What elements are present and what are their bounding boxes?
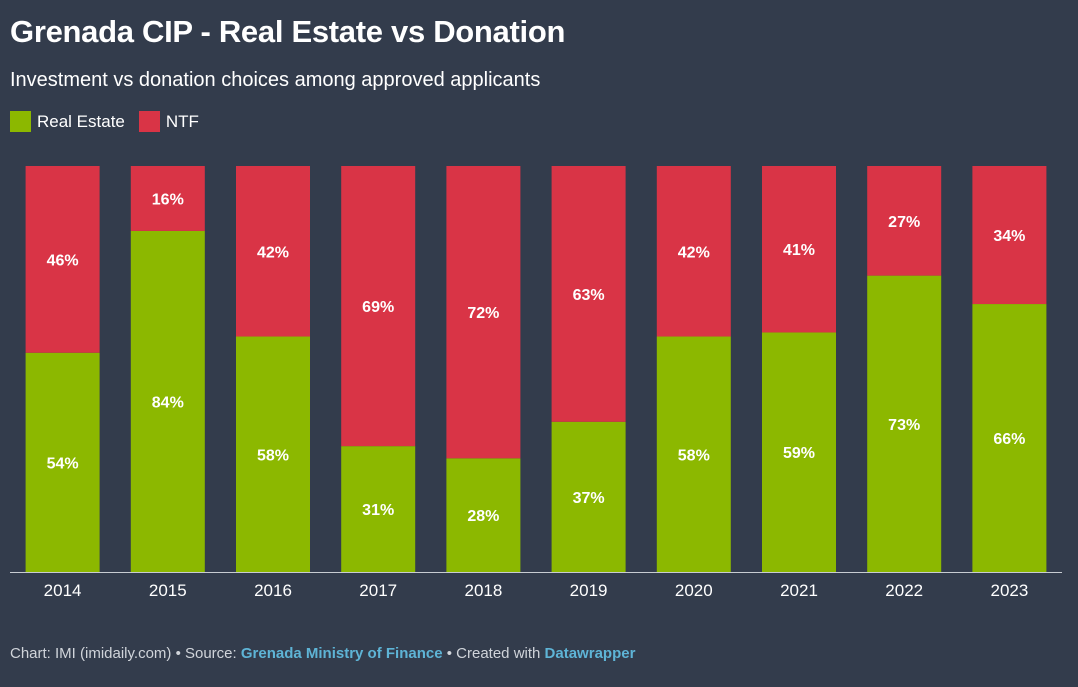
bar-segment-ntf-2019 bbox=[551, 166, 626, 422]
data-label-ntf-2015: 16% bbox=[152, 191, 184, 208]
data-label-real-estate-2023: 66% bbox=[993, 431, 1025, 448]
bar-segment-ntf-2022 bbox=[867, 166, 942, 276]
data-label-ntf-2016: 42% bbox=[257, 244, 289, 261]
bar-segment-ntf-2016 bbox=[236, 166, 310, 337]
legend: Real Estate NTF bbox=[10, 111, 213, 132]
bar-segment-real-estate-2016 bbox=[236, 336, 310, 572]
bar-segment-real-estate-2022 bbox=[867, 275, 942, 572]
x-tick-label-2015: 2015 bbox=[149, 581, 187, 600]
x-tick-label-2019: 2019 bbox=[570, 581, 608, 600]
legend-label-ntf: NTF bbox=[165, 111, 199, 131]
footer-created-with: • Created with bbox=[442, 645, 545, 662]
bar-segment-ntf-2017 bbox=[341, 166, 416, 447]
data-label-ntf-2014: 46% bbox=[47, 252, 79, 269]
bar-segment-real-estate-2023 bbox=[972, 304, 1047, 572]
chart-footer: Chart: IMI (imidaily.com) • Source: Gren… bbox=[10, 645, 635, 662]
data-label-ntf-2021: 41% bbox=[783, 242, 815, 259]
x-tick-label-2017: 2017 bbox=[359, 581, 397, 600]
bar-segment-ntf-2018 bbox=[446, 166, 521, 459]
bar-segment-ntf-2020 bbox=[656, 166, 731, 337]
data-label-ntf-2020: 42% bbox=[678, 244, 710, 261]
data-label-real-estate-2016: 58% bbox=[257, 447, 289, 464]
data-label-ntf-2023: 34% bbox=[993, 228, 1025, 245]
bar-segment-ntf-2015 bbox=[130, 166, 205, 231]
data-label-real-estate-2015: 84% bbox=[152, 394, 184, 411]
data-label-real-estate-2021: 59% bbox=[783, 445, 815, 462]
bar-segment-real-estate-2020 bbox=[656, 336, 731, 572]
x-tick-label-2018: 2018 bbox=[464, 581, 502, 600]
legend-item-ntf: NTF bbox=[138, 111, 199, 132]
bar-segment-real-estate-2017 bbox=[341, 446, 416, 572]
data-label-real-estate-2022: 73% bbox=[888, 417, 920, 434]
x-tick-label-2023: 2023 bbox=[990, 581, 1028, 600]
x-tick-label-2014: 2014 bbox=[44, 581, 82, 600]
data-label-real-estate-2020: 58% bbox=[678, 447, 710, 464]
data-label-ntf-2018: 72% bbox=[467, 305, 499, 322]
data-label-real-estate-2019: 37% bbox=[573, 490, 605, 507]
bar-segment-ntf-2014 bbox=[25, 166, 100, 353]
x-tick-label-2020: 2020 bbox=[675, 581, 713, 600]
bar-segment-real-estate-2021 bbox=[762, 332, 836, 572]
x-tick-label-2022: 2022 bbox=[885, 581, 923, 600]
chart-subtitle: Investment vs donation choices among app… bbox=[10, 69, 541, 91]
data-label-ntf-2019: 63% bbox=[573, 287, 605, 304]
legend-item-real-estate: Real Estate bbox=[10, 111, 125, 132]
x-tick-label-2016: 2016 bbox=[254, 581, 292, 600]
data-label-ntf-2017: 69% bbox=[362, 299, 394, 316]
data-label-real-estate-2017: 31% bbox=[362, 502, 394, 519]
source-link[interactable]: Grenada Ministry of Finance bbox=[240, 645, 443, 662]
legend-swatch-ntf bbox=[138, 111, 160, 132]
bar-segment-real-estate-2014 bbox=[25, 352, 100, 572]
legend-swatch-real-estate bbox=[10, 111, 31, 132]
bar-segment-real-estate-2018 bbox=[446, 458, 521, 572]
bar-segment-real-estate-2015 bbox=[130, 230, 205, 572]
bar-segment-ntf-2023 bbox=[972, 166, 1047, 305]
bar-segment-real-estate-2019 bbox=[551, 421, 626, 572]
legend-label-real-estate: Real Estate bbox=[37, 111, 125, 131]
chart-title: Grenada CIP - Real Estate vs Donation bbox=[10, 14, 566, 49]
bar-segment-ntf-2021 bbox=[762, 166, 836, 333]
footer-credit: Chart: IMI (imidaily.com) • Source: bbox=[10, 645, 241, 662]
data-label-real-estate-2018: 28% bbox=[467, 508, 499, 525]
x-tick-label-2021: 2021 bbox=[780, 581, 818, 600]
data-label-ntf-2022: 27% bbox=[888, 214, 920, 231]
tool-link[interactable]: Datawrapper bbox=[544, 645, 636, 662]
data-label-real-estate-2014: 54% bbox=[47, 455, 79, 472]
